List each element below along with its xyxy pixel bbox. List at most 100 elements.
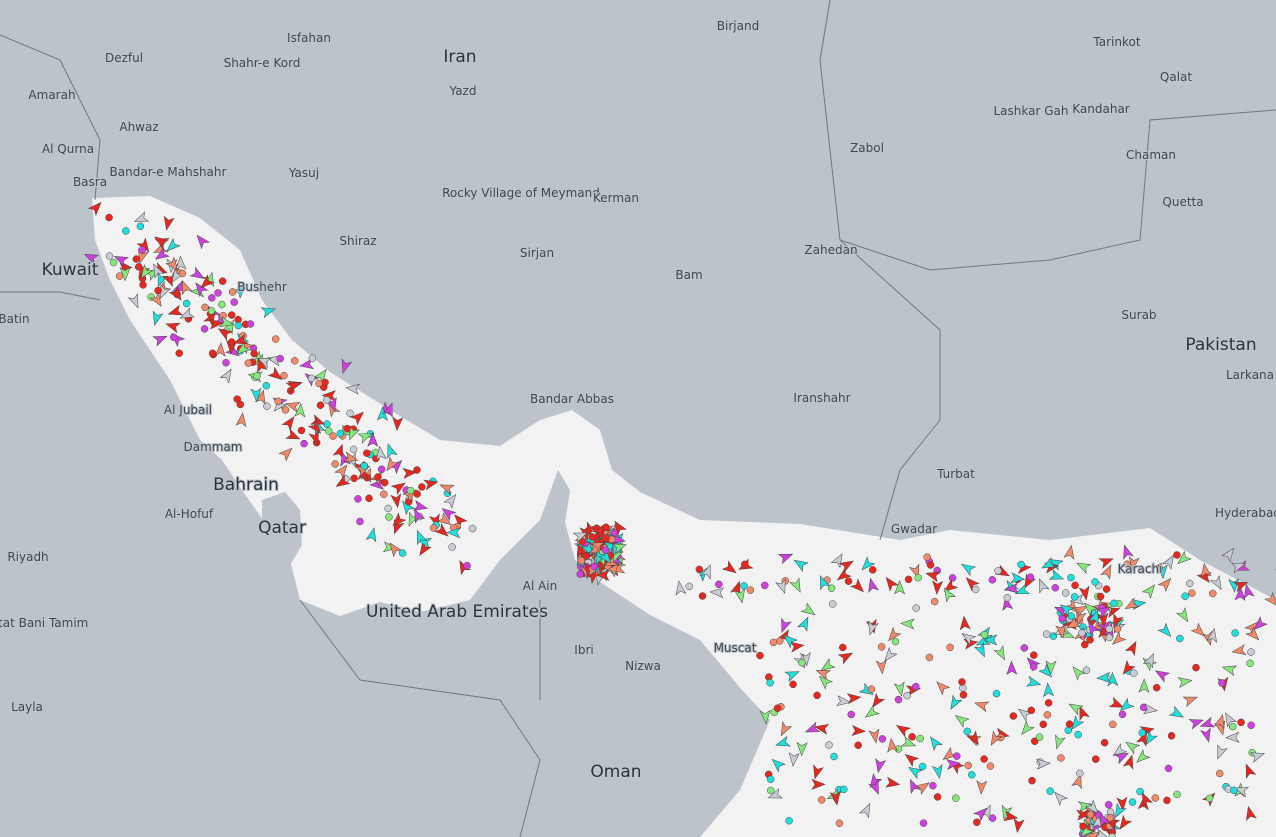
ship-marker[interactable] [1111,802,1127,820]
ship-marker[interactable] [119,267,131,282]
ship-marker[interactable] [1157,622,1174,640]
ship-marker[interactable] [695,565,704,574]
ship-marker[interactable] [583,521,598,538]
ship-marker[interactable] [138,246,146,254]
ship-marker[interactable] [775,578,790,595]
ship-marker[interactable] [1151,794,1160,802]
ship-marker[interactable] [1225,731,1240,743]
ship-marker[interactable] [1221,662,1238,677]
ship-marker[interactable] [338,358,353,374]
ship-marker[interactable] [227,311,236,319]
ship-marker[interactable] [443,492,460,509]
ship-marker[interactable] [1116,814,1133,832]
ship-marker[interactable] [1026,675,1042,690]
ship-marker[interactable] [1136,787,1144,796]
ship-marker[interactable] [236,400,245,409]
ship-marker[interactable] [846,692,862,705]
ship-marker[interactable] [966,730,982,747]
ship-marker[interactable] [1042,630,1051,638]
ship-marker[interactable] [1247,721,1255,730]
ship-marker[interactable] [363,449,371,457]
ship-marker[interactable] [952,794,960,802]
ship-marker[interactable] [973,698,990,713]
ship-marker[interactable] [1230,786,1238,795]
ship-marker[interactable] [761,581,769,590]
ship-marker[interactable] [926,561,935,569]
ship-marker[interactable] [1012,818,1025,834]
ship-marker[interactable] [873,758,887,774]
ship-marker[interactable] [376,406,388,421]
ship-marker[interactable] [1057,754,1065,762]
ship-marker[interactable] [255,354,272,369]
ship-marker[interactable] [839,643,847,652]
ship-marker[interactable] [1036,758,1051,770]
ship-marker[interactable] [260,304,276,318]
ship-marker[interactable] [1110,743,1128,760]
ship-marker[interactable] [902,750,920,768]
ship-marker[interactable] [865,620,879,636]
ship-marker[interactable] [271,335,280,343]
ship-marker[interactable] [375,445,387,461]
ship-marker[interactable] [392,416,404,432]
ship-marker[interactable] [1035,577,1050,594]
ship-marker[interactable] [818,658,836,675]
ship-marker[interactable] [149,262,165,279]
ship-marker[interactable] [354,495,362,503]
ship-marker[interactable] [1014,583,1031,598]
ship-marker[interactable] [413,529,428,546]
ship-marker[interactable] [323,396,331,404]
ship-marker[interactable] [894,695,903,704]
ship-marker[interactable] [590,562,599,571]
ship-marker[interactable] [1142,729,1159,747]
ship-marker[interactable] [448,543,456,551]
ship-marker[interactable] [1055,623,1068,639]
ship-marker[interactable] [1063,544,1076,560]
ship-marker[interactable] [343,451,359,465]
ship-marker[interactable] [1209,575,1226,592]
ship-marker[interactable] [1138,791,1153,808]
ship-marker[interactable] [254,357,268,374]
ship-marker[interactable] [894,580,906,595]
ship-marker[interactable] [334,462,351,480]
ship-marker[interactable] [1241,583,1255,600]
ship-marker[interactable] [576,570,584,578]
ship-marker[interactable] [228,288,237,296]
ship-marker[interactable] [234,341,251,358]
ship-marker[interactable] [598,549,615,566]
ship-marker[interactable] [784,667,801,682]
ship-marker[interactable] [767,786,775,795]
ship-marker[interactable] [1234,586,1246,601]
ship-marker[interactable] [746,586,755,594]
ship-marker[interactable] [976,780,988,795]
ship-marker[interactable] [208,294,216,302]
ship-marker[interactable] [227,338,236,346]
ship-marker[interactable] [244,359,253,367]
ship-marker[interactable] [1199,562,1212,578]
ship-marker[interactable] [1192,663,1200,672]
ship-marker[interactable] [1030,651,1038,659]
ship-marker[interactable] [941,578,959,596]
ship-marker[interactable] [959,629,977,646]
ship-marker[interactable] [367,432,379,447]
ship-marker[interactable] [814,722,830,735]
ship-marker[interactable] [973,642,990,659]
ship-marker[interactable] [775,637,784,645]
ship-marker[interactable] [948,574,957,582]
ship-marker[interactable] [1052,734,1066,750]
ship-marker[interactable] [115,272,124,280]
ship-marker[interactable] [1064,616,1082,632]
ship-marker[interactable] [1074,730,1082,739]
ship-marker[interactable] [767,788,783,803]
ship-marker[interactable] [734,588,747,604]
ship-marker[interactable] [595,569,610,581]
ship-marker[interactable] [380,478,389,487]
ship-marker[interactable] [446,527,461,539]
ship-marker[interactable] [1097,612,1109,628]
ship-marker[interactable] [218,277,227,285]
ship-marker[interactable] [1188,715,1204,730]
ship-marker[interactable] [930,597,939,606]
ship-marker[interactable] [1173,790,1181,799]
ship-marker[interactable] [1076,769,1084,778]
ship-marker[interactable] [602,523,610,532]
ship-marker[interactable] [1123,560,1131,569]
